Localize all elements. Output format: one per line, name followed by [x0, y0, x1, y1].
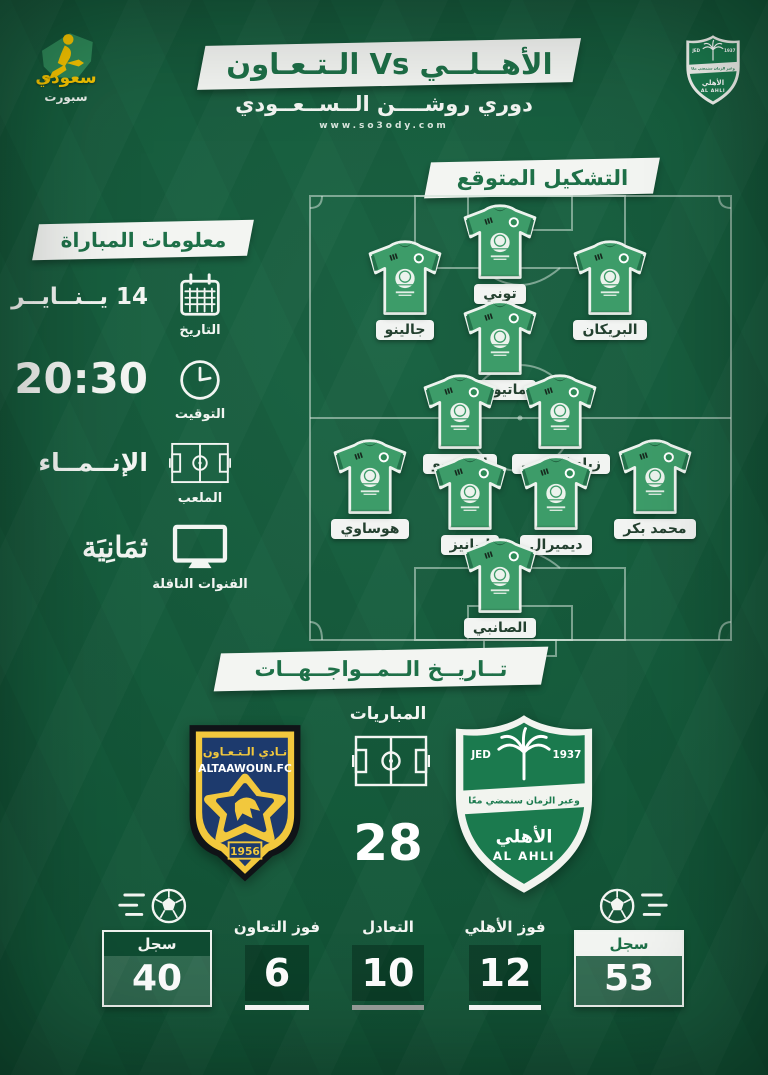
formation-section-title: التشكيل المتوقع: [456, 166, 628, 190]
ahli-goals-record: سجل 53: [570, 884, 688, 1007]
ahli-wins-stat: فوز الأهلي 12: [450, 918, 560, 1010]
record-value: 53: [576, 956, 682, 1005]
player-name-label: ديميرال: [520, 535, 592, 555]
player-name-label: هوساوي: [331, 519, 409, 539]
stat-label: فوز الأهلي: [464, 918, 546, 936]
player: ديميرال: [508, 453, 604, 555]
alahli-crest-small: [684, 34, 742, 106]
tv-label: القنوات الناقلة: [152, 577, 248, 592]
record-value: 40: [104, 956, 210, 1005]
stat-underline: [245, 1005, 309, 1010]
info-row-time: التوقيت 20:30: [14, 354, 240, 422]
jersey-icon: [564, 238, 656, 319]
player-name-label: جالينو: [375, 320, 435, 340]
jersey-icon: [324, 437, 416, 518]
history-section-banner: تــاريــخ الــمــواجــهــات: [213, 646, 549, 692]
time-label: التوقيت: [174, 407, 226, 422]
player: الصانبي: [452, 536, 548, 638]
jersey-icon: [424, 453, 516, 534]
tv-value: ثمَانِيَة: [81, 530, 148, 564]
info-row-date: التاريخ 14 يــنــايــر: [11, 272, 240, 338]
jersey-icon: [510, 453, 602, 534]
venue-label: الملعب: [177, 491, 223, 506]
record-label: سجل: [104, 932, 210, 956]
stat-label: التعادل: [362, 918, 414, 936]
date-label: التاريخ: [179, 323, 221, 338]
flying-ball-icon: [113, 884, 201, 928]
jersey-icon: [414, 372, 506, 453]
jersey-icon: [359, 238, 451, 319]
date-value: 14 يــنــايــر: [11, 284, 148, 310]
time-value: 20:30: [14, 354, 148, 403]
player: البريكان: [562, 238, 658, 340]
record-label: سجل: [576, 932, 682, 956]
saudi-sport-logo: سعودي سبورت: [20, 26, 112, 118]
player: جالينو: [357, 238, 453, 340]
player-silhouette-icon: [42, 33, 93, 83]
player-name-label: محمد بكر: [614, 519, 696, 539]
player: محمد بكر: [607, 437, 703, 539]
stat-label: فوز التعاون: [233, 918, 321, 936]
player-name-label: البريكان: [573, 320, 647, 340]
match-title: الأهــلــي Vs الـتـعـاون: [225, 47, 553, 81]
record-badge: سجل 40: [102, 930, 212, 1007]
venue-value: الإنــمــاء: [38, 448, 148, 477]
tv-icon: [172, 524, 228, 572]
stat-value: 10: [352, 945, 424, 1001]
taawoun-goals-record: سجل 40: [98, 884, 216, 1007]
record-badge: سجل 53: [574, 930, 684, 1007]
taawoun-wins-stat: فوز التعاون 6: [222, 918, 332, 1010]
flying-ball-icon: [585, 884, 673, 928]
stat-underline: [352, 1005, 424, 1010]
site-logo-line2: سبورت: [44, 90, 88, 104]
stat-value: 6: [245, 945, 309, 1001]
matches-label: المباريات: [349, 704, 427, 724]
draws-stat: التعادل 10: [333, 918, 443, 1010]
player-name-label: الصانبي: [463, 618, 537, 638]
altaawoun-crest: [182, 716, 308, 888]
match-info-title: معلومات المباراة: [60, 228, 226, 252]
jersey-icon: [609, 437, 701, 518]
info-row-tv: القنوات الناقلة ثمَانِيَة: [81, 524, 248, 592]
jersey-icon: [454, 298, 546, 379]
jersey-icon: [454, 536, 546, 617]
jersey-icon: [514, 372, 606, 453]
calendar-icon: [178, 272, 222, 318]
stadium-icon: [169, 440, 231, 486]
player-name-label: توني: [474, 284, 526, 304]
clock-icon: [178, 358, 222, 402]
site-logo-line1: سعودي: [35, 68, 97, 88]
history-section-title: تــاريــخ الــمــواجــهــات: [254, 657, 508, 681]
player: هوساوي: [322, 437, 418, 539]
player: توني: [452, 202, 548, 304]
info-row-venue: الملعب الإنــمــاء: [38, 440, 240, 506]
stat-underline: [469, 1005, 541, 1010]
match-info-banner: معلومات المباراة: [32, 219, 254, 261]
matches-pitch-icon: [352, 732, 430, 790]
league-subtitle: دوري روشــــن الــســعــودي: [235, 92, 533, 116]
website-url: www.so3ody.com: [319, 121, 449, 131]
stat-value: 12: [469, 945, 541, 1001]
matches-count: 28: [353, 814, 423, 872]
jersey-icon: [454, 202, 546, 283]
alahli-crest-large: [450, 712, 598, 896]
match-title-banner: الأهــلــي Vs الـتـعـاون: [196, 38, 582, 90]
